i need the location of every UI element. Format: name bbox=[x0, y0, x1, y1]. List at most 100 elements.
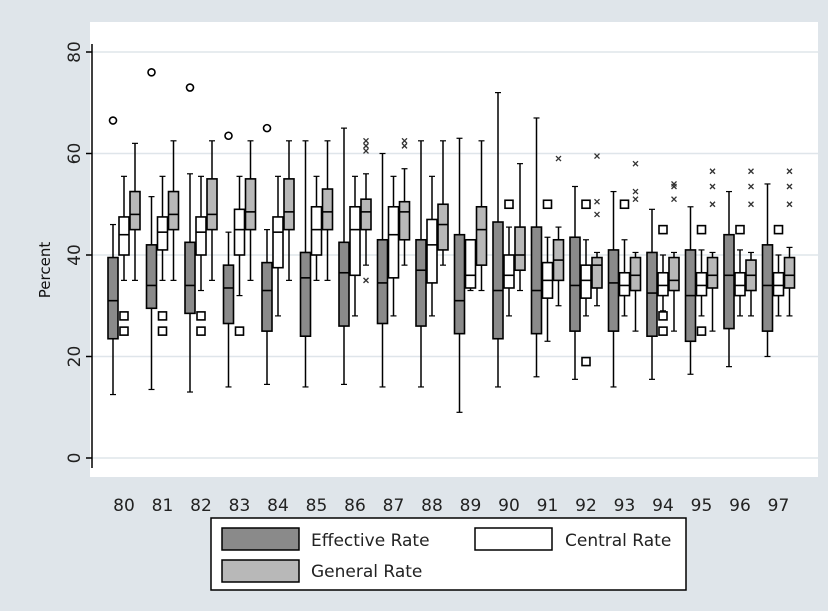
box-iqr bbox=[272, 216, 284, 269]
box-iqr bbox=[299, 251, 312, 337]
x-tick-label: 89 bbox=[460, 496, 482, 516]
outlier-x bbox=[363, 142, 369, 149]
y-tick-label: 80 bbox=[65, 41, 85, 63]
legend: Effective Rate Central Rate General Rate bbox=[210, 517, 687, 591]
box-iqr bbox=[222, 264, 235, 325]
box-iqr bbox=[387, 205, 400, 279]
legend-swatch bbox=[221, 559, 300, 583]
box-iqr bbox=[646, 251, 658, 337]
outlier-point bbox=[696, 224, 707, 235]
box-general-rate bbox=[668, 180, 680, 332]
outlier-circle bbox=[108, 116, 118, 125]
box-effective-rate bbox=[530, 117, 543, 378]
box-iqr bbox=[349, 205, 361, 277]
outlier-point bbox=[542, 199, 553, 210]
legend-label: Effective Rate bbox=[311, 531, 430, 551]
outlier-point bbox=[773, 224, 784, 235]
box-iqr bbox=[618, 271, 631, 297]
box-central-rate bbox=[618, 199, 631, 317]
box-general-rate bbox=[398, 137, 411, 266]
box-central-rate bbox=[734, 224, 746, 317]
box-iqr bbox=[233, 208, 246, 256]
outlier-x bbox=[786, 201, 793, 208]
outlier-point bbox=[632, 160, 639, 167]
box-central-rate bbox=[156, 175, 169, 336]
outlier-x bbox=[555, 155, 562, 162]
outlier-point bbox=[748, 168, 754, 175]
outlier-x bbox=[709, 201, 716, 208]
box-general-rate bbox=[206, 140, 218, 281]
outlier-circle bbox=[185, 83, 195, 92]
box-general-rate bbox=[475, 140, 488, 292]
box-iqr bbox=[761, 244, 774, 332]
box-iqr bbox=[591, 256, 603, 289]
outlier-x bbox=[786, 168, 793, 175]
outlier-point bbox=[709, 168, 716, 175]
box-effective-rate bbox=[184, 173, 196, 393]
outlier-circle bbox=[147, 68, 156, 77]
x-tick-label: 85 bbox=[306, 496, 328, 516]
outlier-point bbox=[196, 326, 206, 336]
box-effective-rate bbox=[646, 208, 658, 380]
box-iqr bbox=[772, 271, 785, 297]
box-iqr bbox=[492, 221, 504, 340]
outlier-point bbox=[504, 199, 514, 210]
outlier-point bbox=[594, 211, 600, 218]
box-general-rate bbox=[283, 140, 295, 281]
box-iqr bbox=[261, 261, 273, 332]
box-effective-rate bbox=[338, 127, 350, 386]
outlier-point bbox=[632, 196, 639, 203]
box-general-rate bbox=[591, 153, 603, 307]
box-central-rate bbox=[657, 224, 669, 336]
box-iqr bbox=[464, 238, 477, 289]
box-central-rate bbox=[464, 238, 477, 292]
outlier-point bbox=[619, 199, 630, 210]
outlier-x bbox=[363, 277, 369, 284]
box-effective-rate bbox=[453, 137, 466, 413]
outlier-point bbox=[786, 183, 793, 190]
outlier-point bbox=[401, 142, 408, 149]
outlier-point bbox=[632, 188, 639, 195]
outlier-point bbox=[119, 326, 129, 336]
box-iqr bbox=[783, 256, 796, 289]
box-central-rate bbox=[195, 175, 207, 336]
box-effective-rate bbox=[261, 229, 273, 386]
box-iqr bbox=[475, 205, 488, 266]
box-effective-rate bbox=[569, 185, 581, 380]
y-tick-label: 0 bbox=[65, 453, 85, 464]
x-tick-label: 82 bbox=[190, 496, 212, 516]
outlier-point bbox=[594, 153, 600, 159]
x-tick-label: 96 bbox=[729, 496, 751, 516]
outlier-x bbox=[401, 142, 408, 149]
box-iqr bbox=[437, 203, 449, 251]
outlier-x bbox=[363, 137, 369, 144]
outlier-point bbox=[157, 326, 168, 336]
box-iqr bbox=[706, 256, 719, 289]
box-iqr bbox=[514, 226, 526, 272]
box-general-rate bbox=[552, 155, 565, 307]
outlier-x bbox=[363, 148, 369, 154]
outlier-x bbox=[671, 183, 677, 190]
outlier-x bbox=[401, 137, 408, 144]
outlier-point bbox=[363, 142, 369, 149]
box-effective-rate bbox=[107, 223, 119, 396]
box-iqr bbox=[453, 233, 466, 335]
box-iqr bbox=[107, 256, 119, 340]
outlier-point bbox=[658, 311, 668, 321]
box-iqr bbox=[118, 216, 130, 256]
x-tick-label: 90 bbox=[498, 496, 520, 516]
x-tick-label: 84 bbox=[267, 496, 289, 516]
box-iqr bbox=[310, 205, 323, 256]
box-iqr bbox=[398, 200, 411, 241]
box-central-rate bbox=[233, 175, 246, 336]
box-effective-rate bbox=[492, 91, 504, 388]
box-general-rate bbox=[321, 140, 334, 281]
box-iqr bbox=[184, 241, 196, 315]
box-general-rate bbox=[167, 140, 180, 281]
box-effective-rate bbox=[415, 140, 427, 388]
outlier-x bbox=[748, 168, 754, 175]
outlier-point bbox=[709, 201, 716, 208]
outlier-point bbox=[555, 155, 562, 162]
outlier-x bbox=[671, 196, 677, 203]
box-iqr bbox=[580, 264, 592, 299]
